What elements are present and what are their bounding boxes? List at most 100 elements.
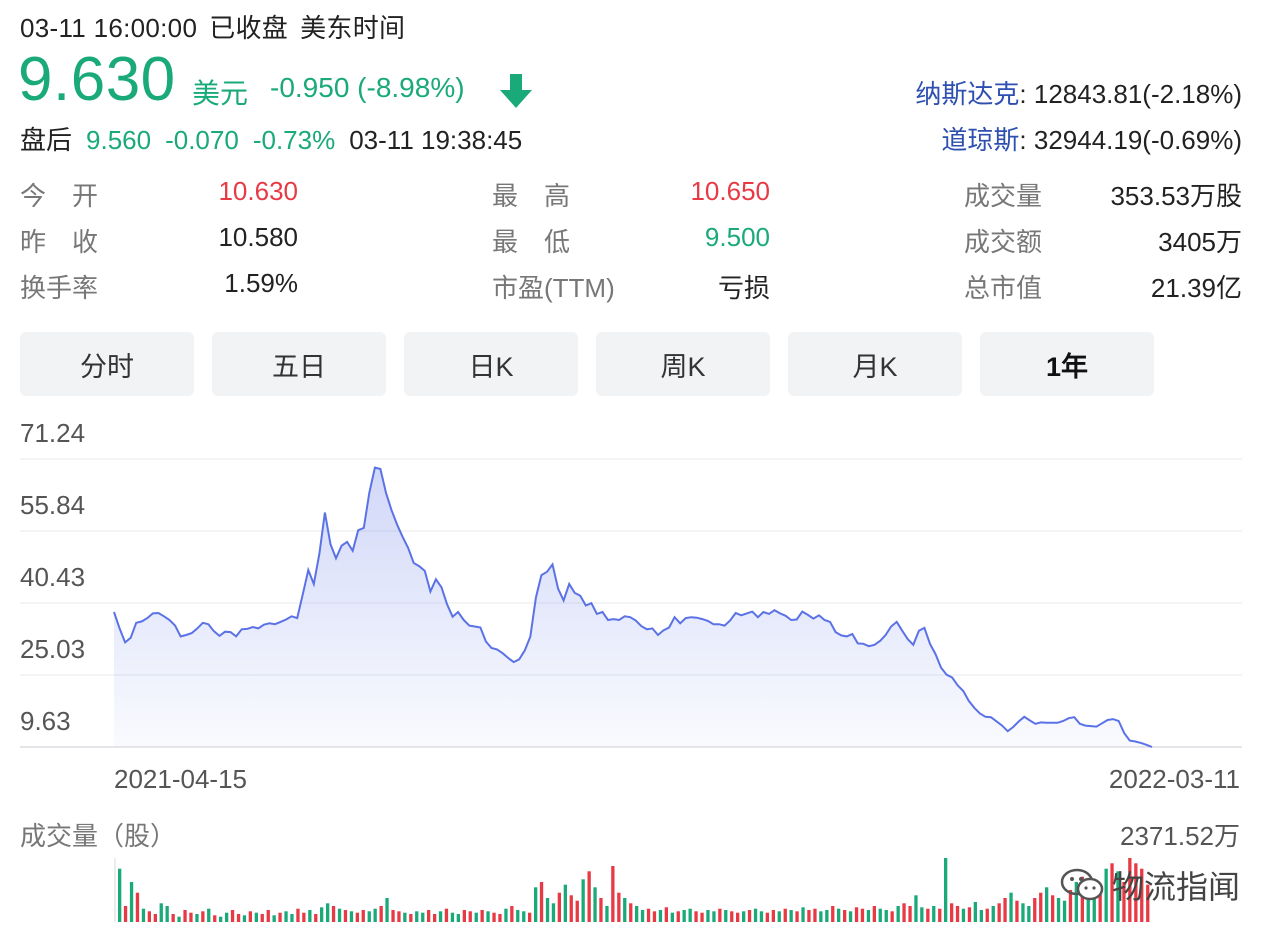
volume-bar <box>183 910 187 922</box>
volume-bar <box>284 911 288 922</box>
volume-bar <box>1086 887 1090 922</box>
volume-bar <box>837 908 841 922</box>
volume-bar <box>498 914 502 922</box>
stat-value-amount: 3405万 <box>1158 227 1242 257</box>
index-value: : 12843.81(-2.18%) <box>1019 79 1242 109</box>
volume-bar <box>991 906 995 922</box>
volume-bar <box>831 906 835 922</box>
volume-bar <box>658 910 663 922</box>
volume-bar <box>522 911 526 922</box>
volume-bar <box>1051 895 1055 922</box>
volume-bar <box>795 911 799 922</box>
volume-bar <box>718 908 722 922</box>
price-line <box>113 466 1153 748</box>
volume-bar <box>1092 895 1096 922</box>
tab-intraday[interactable]: 分时 <box>20 332 194 396</box>
tab-weekly-k[interactable]: 周K <box>596 332 770 396</box>
volume-bar <box>236 914 241 922</box>
volume-bar <box>682 910 686 922</box>
volume-bar <box>159 903 163 922</box>
tab-daily-k[interactable]: 日K <box>404 332 578 396</box>
volume-bar <box>759 911 764 922</box>
volume-bar <box>415 911 419 922</box>
status-datetime: 03-11 16:00:00 <box>20 13 198 43</box>
volume-bar <box>1003 898 1007 922</box>
volume-bar <box>486 911 490 922</box>
volume-bar <box>635 906 639 922</box>
volume-bar <box>1140 868 1144 922</box>
volume-bar <box>985 908 989 922</box>
volume-bar <box>456 914 460 922</box>
volume-bar <box>153 914 157 922</box>
stat-label-pe: 市盈(TTM) <box>492 273 615 303</box>
tab-one-year[interactable]: 1年 <box>980 332 1154 396</box>
volume-bar <box>950 903 954 922</box>
volume-bar <box>355 912 359 922</box>
status-state: 已收盘 <box>209 13 289 43</box>
volume-bar <box>664 907 668 922</box>
volume-bar <box>379 906 383 922</box>
volume-title: 成交量（股） <box>20 821 177 851</box>
volume-bar <box>213 915 217 922</box>
volume-bar <box>860 908 865 922</box>
currency-label: 美元 <box>192 78 249 109</box>
x-end-label: 2022-03-11 <box>1108 764 1240 794</box>
price-area <box>114 467 1152 747</box>
stat-label-high: 最 高 <box>492 181 571 211</box>
stat-value-turnover: 1.59% <box>224 268 298 298</box>
volume-bar <box>337 908 342 922</box>
volume-bar <box>617 892 621 922</box>
volume-bar <box>118 868 122 922</box>
stat-label-prev-close: 昨 收 <box>20 227 99 257</box>
volume-bar <box>848 911 853 922</box>
index-dow[interactable]: 道琼斯: 32944.19(-0.69%) <box>941 120 1242 157</box>
volume-bar <box>825 910 829 922</box>
volume-bar <box>807 910 811 922</box>
volume-bar <box>884 910 888 922</box>
volume-bar <box>1062 900 1067 922</box>
volume-bar <box>296 908 300 922</box>
price-change: -0.950 (-8.98%) <box>270 72 465 103</box>
tab-five-day[interactable]: 五日 <box>212 332 386 396</box>
stat-label-amount: 成交额 <box>964 227 1043 257</box>
after-hours-label: 盘后 <box>20 125 73 155</box>
y-tick-label: 55.84 <box>20 490 86 520</box>
stat-label-volume: 成交量 <box>964 181 1043 211</box>
volume-bar <box>955 906 960 922</box>
volume-bar <box>967 907 972 922</box>
volume-bar <box>539 882 544 922</box>
index-nasdaq[interactable]: 纳斯达克: 12843.81(-2.18%) <box>915 74 1242 111</box>
stat-value-pe: 亏损 <box>717 273 770 303</box>
volume-bar <box>890 911 894 922</box>
stat-label-open: 今 开 <box>20 181 99 211</box>
volume-bar <box>1015 900 1019 922</box>
volume-bar <box>563 884 567 922</box>
after-hours-pct: -0.73% <box>252 125 336 155</box>
volume-bar <box>724 910 728 922</box>
stat-value-open: 10.630 <box>218 176 298 206</box>
volume-bar <box>1116 871 1120 922</box>
volume-bar <box>1021 903 1025 922</box>
tab-monthly-k[interactable]: 月K <box>788 332 962 396</box>
y-tick-label: 9.63 <box>20 706 71 736</box>
volume-bar <box>747 910 752 922</box>
volume-bar <box>492 912 496 922</box>
volume-bar <box>165 906 169 922</box>
volume-bar <box>866 910 871 922</box>
volume-bar <box>385 898 389 922</box>
volume-bar <box>700 912 704 922</box>
volume-bar <box>135 892 140 922</box>
volume-bar <box>1068 890 1073 922</box>
volume-bars <box>114 858 1150 922</box>
volume-bar <box>730 911 734 922</box>
volume-bar <box>278 912 282 922</box>
index-name: 道琼斯 <box>941 125 1020 155</box>
volume-bar <box>920 907 924 922</box>
volume-bar <box>753 908 758 922</box>
volume-bar <box>979 910 983 922</box>
volume-bar <box>510 906 514 922</box>
volume-bar <box>462 910 466 922</box>
volume-bar <box>896 906 900 922</box>
volume-bar <box>195 914 199 922</box>
